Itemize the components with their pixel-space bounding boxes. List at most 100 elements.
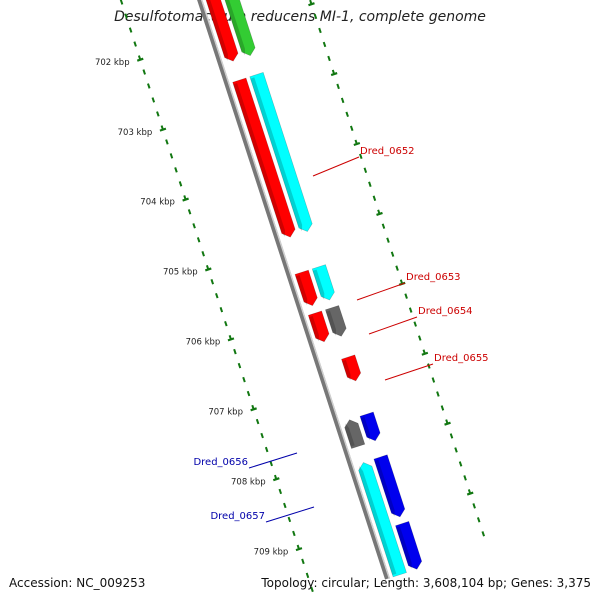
minor-tick [390,251,395,257]
minor-tick [368,181,372,187]
minor-tick [449,433,454,439]
minor-tick [174,167,178,173]
kbp-tick-label: 703 kbp [118,128,153,138]
minor-tick [165,139,169,145]
accession-text: Accession: NC_009253 [9,576,146,590]
minor-tick [187,209,192,215]
gene-arrow-cyan [358,462,407,578]
minor-tick [481,531,485,537]
gene-arrow-gray [325,305,347,337]
minor-tick [310,586,314,593]
kbp-ruler: 702 kbp 703 kbp 704 kbp 705 kbp 706 kbp 707 k… [95,0,485,593]
major-tick [466,491,474,496]
kbp-tick-label: 702 kbp [95,58,130,68]
major-tick [295,547,303,552]
minor-tick [340,97,345,104]
minor-tick [318,27,322,34]
minor-tick [345,111,349,118]
minor-tick [292,530,296,537]
minor-tick [418,335,422,341]
minor-tick [215,292,219,299]
minor-tick [386,237,390,243]
minor-tick [336,83,340,90]
minor-tick [372,195,377,201]
gene-arrow-blue [373,454,406,518]
minor-tick [246,390,251,397]
minor-tick [472,503,476,509]
gene-arrow-shade [345,423,355,447]
gene-arrow-shade [374,459,395,517]
kbp-tick-label: 704 kbp [140,198,175,208]
gene-arrow-green [224,0,256,56]
minor-tick [142,69,146,75]
genome-summary: Topology: circular; Length: 3,608,104 bp… [261,576,591,590]
gene-label-dred-0654[interactable]: Dred_0654 [418,306,473,317]
gene-arrow-shade [295,275,308,306]
gene-arrow-shade [342,359,351,381]
kbp-tick-label: 707 kbp [208,407,243,417]
minor-tick [458,461,463,467]
gene-arrow-red [294,269,318,306]
minor-tick [431,377,436,383]
minor-tick [313,13,318,20]
minor-tick [196,237,201,243]
major-tick [204,267,212,272]
gene-arrow-shade [359,466,397,575]
gene-arrow-shade [206,0,228,61]
minor-tick [359,153,363,160]
gene-label-dred-0657[interactable]: Dred_0657 [210,511,265,522]
minor-tick [201,251,205,257]
minor-tick [128,27,133,33]
kbp-tick-label: 706 kbp [186,338,221,348]
label-leader-line [265,506,315,523]
minor-tick [301,558,305,565]
gene-label-dred-0655[interactable]: Dred_0655 [434,353,489,364]
minor-tick [269,460,273,467]
minor-tick [151,97,156,103]
label-leader-line [248,452,298,469]
minor-tick [119,0,124,5]
gene-arrow-shade [224,0,245,56]
minor-tick [363,167,368,173]
minor-tick [413,321,417,327]
gene-arrow-shade [308,316,319,342]
gene-arrow-cyan [249,72,313,232]
minor-tick [147,83,151,89]
minor-tick [463,475,467,481]
major-tick [308,2,315,7]
minor-tick [264,446,269,453]
minor-tick [427,363,431,369]
gene-arrow-blue [359,411,381,442]
gene-labels: Dred_0652 Dred_0653 Dred_0654 Dred_0655 Dred… [193,146,489,523]
major-tick [136,57,144,62]
minor-tick [278,488,283,495]
gene-label-dred-0656[interactable]: Dred_0656 [193,457,248,468]
gene-arrow-shade [396,526,412,569]
label-leader-line [312,156,360,177]
minor-tick [242,376,246,383]
minor-tick [224,320,228,327]
gene-label-dred-0652[interactable]: Dred_0652 [360,146,415,157]
minor-tick [156,111,160,117]
gene-arrow-blue [395,521,423,570]
gene-arrow-red [232,77,296,238]
gene-arrow-shade [326,310,336,336]
minor-tick [476,517,481,523]
major-tick [330,72,338,77]
minor-tick [169,153,174,159]
gene-label-dred-0653[interactable]: Dred_0653 [406,272,461,283]
label-leader-line [356,282,406,301]
gene-arrow-shade [250,77,303,232]
major-tick [250,407,257,412]
kbp-tick-label: 705 kbp [163,268,198,278]
minor-tick [349,125,354,132]
minor-tick [404,293,408,299]
gene-arrow-gray [344,419,366,449]
minor-tick [322,41,327,48]
minor-tick [133,41,137,47]
major-tick [227,337,235,342]
label-leader-line [368,316,418,335]
minor-tick [287,516,292,523]
major-tick [376,211,383,216]
